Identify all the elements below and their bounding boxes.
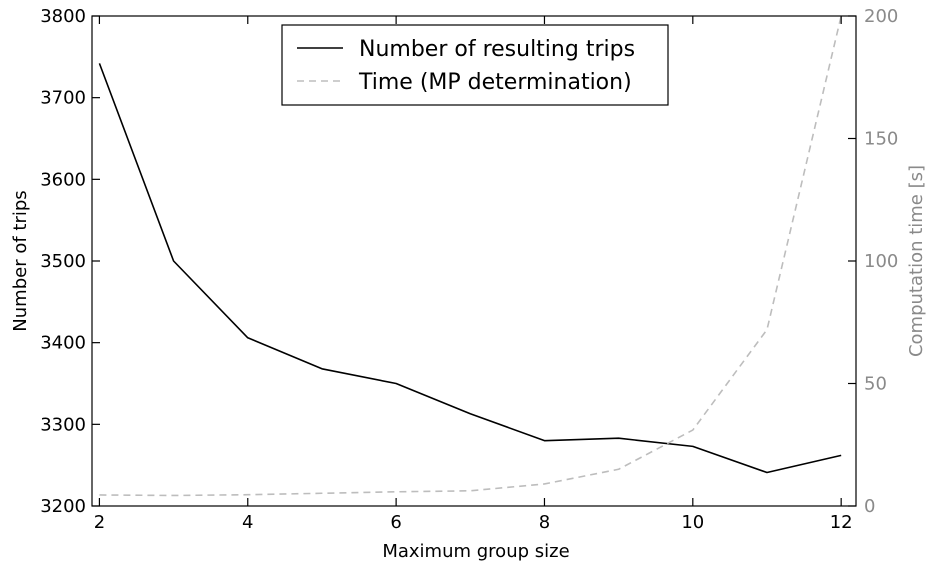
x-tick-label: 4 — [242, 512, 253, 533]
y2-axis-title: Computation time [s] — [906, 165, 927, 357]
y-tick-label: 3200 — [40, 496, 86, 517]
y2-tick-label: 50 — [864, 374, 887, 395]
x-tick-label: 12 — [830, 512, 853, 533]
y2-tick-label: 150 — [864, 129, 898, 150]
bottom-axis: 2 4 6 8 10 12 — [94, 16, 853, 533]
left-axis: 3200 3300 3400 3500 3600 3700 3800 — [40, 6, 100, 517]
x-axis-title: Maximum group size — [382, 541, 569, 562]
y-axis-title: Number of trips — [10, 190, 31, 331]
x-tick-label: 10 — [681, 512, 704, 533]
y-tick-label: 3400 — [40, 333, 86, 354]
y2-tick-label: 200 — [864, 6, 898, 27]
series-line-0 — [98, 63, 842, 474]
y-tick-label: 3600 — [40, 169, 86, 190]
y2-tick-label: 0 — [864, 496, 875, 517]
y-tick-label: 3500 — [40, 251, 86, 272]
legend: Number of resulting trips Time (MP deter… — [281, 24, 669, 106]
legend-box — [281, 24, 669, 106]
right-axis: 0 50 100 150 200 — [848, 6, 898, 517]
y2-tick-label: 100 — [864, 251, 898, 272]
x-tick-label: 6 — [390, 512, 401, 533]
legend-label-trips: Number of resulting trips — [359, 37, 635, 62]
series-line-1 — [99, 15, 842, 497]
y-tick-label: 3800 — [40, 6, 86, 27]
y-tick-label: 3700 — [40, 88, 86, 109]
series-layer — [98, 15, 842, 497]
y-tick-label: 3300 — [40, 414, 86, 435]
x-tick-label: 8 — [539, 512, 550, 533]
x-tick-label: 2 — [94, 512, 105, 533]
legend-label-time: Time (MP determination) — [358, 70, 632, 95]
